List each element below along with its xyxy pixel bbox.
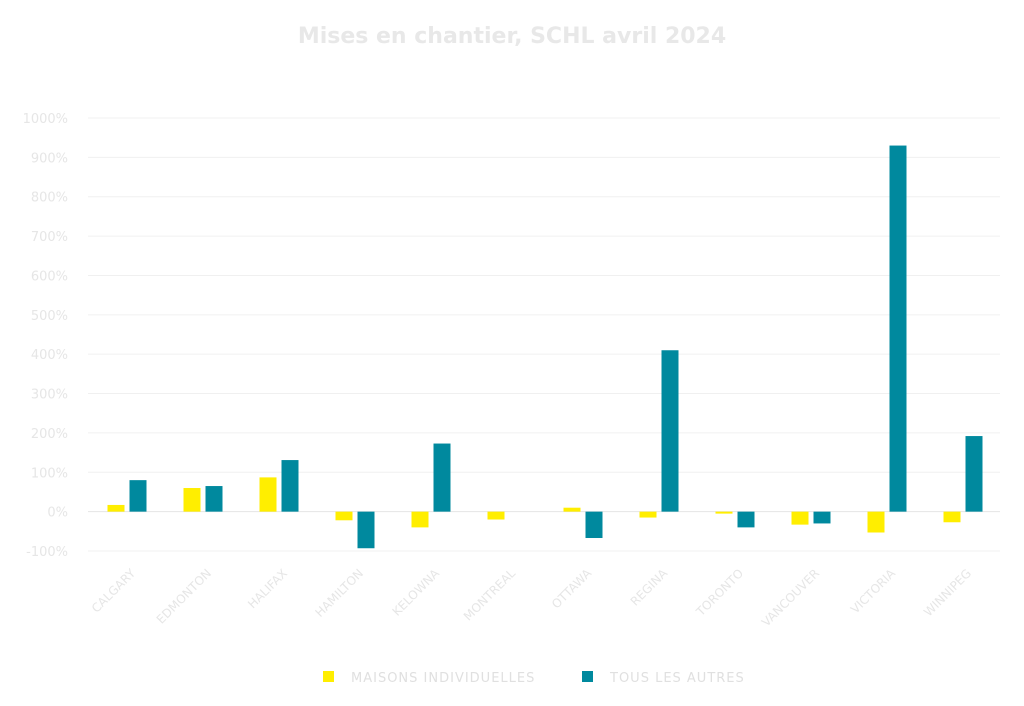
- bar-autres-ottawa: [585, 511, 603, 539]
- x-tick-label: WINNIPEG: [921, 566, 974, 619]
- bar-autres-toronto: [737, 511, 755, 528]
- bar-autres-regina: [661, 350, 679, 512]
- x-tick-label: KELOWNA: [390, 566, 443, 619]
- y-tick-label: 0%: [47, 506, 68, 521]
- bars: [107, 145, 983, 549]
- y-tick-label: 300%: [31, 388, 68, 403]
- chart-title: Mises en chantier, SCHL avril 2024: [297, 24, 727, 49]
- bar-maisons-victoria: [867, 511, 885, 533]
- bar-autres-hamilton: [357, 511, 375, 549]
- y-tick-label: -100%: [26, 545, 68, 560]
- legend-swatch: [323, 671, 334, 682]
- bar-maisons-regina: [639, 511, 657, 518]
- bar-maisons-vancouver: [791, 511, 809, 525]
- bar-maisons-hamilton: [335, 511, 353, 521]
- y-tick-label: 200%: [31, 427, 68, 442]
- x-tick-label: EDMONTON: [154, 566, 214, 626]
- bar-autres-edmonton: [205, 486, 223, 512]
- bar-maisons-edmonton: [183, 488, 201, 512]
- x-tick-label: VANCOUVER: [759, 566, 822, 629]
- bar-autres-calgary: [129, 480, 147, 512]
- bar-maisons-winnipeg: [943, 511, 961, 523]
- bar-maisons-toronto: [715, 511, 733, 514]
- x-tick-label: HAMILTON: [312, 566, 366, 620]
- bar-autres-halifax: [281, 460, 299, 512]
- bar-autres-victoria: [889, 145, 907, 512]
- bar-maisons-calgary: [107, 504, 125, 512]
- bar-maisons-ottawa: [563, 507, 581, 512]
- bar-autres-winnipeg: [965, 436, 983, 512]
- x-axis-labels: CALGARY EDMONTON HALIFAX HAMILTON KELOWNA MON…: [89, 566, 974, 630]
- bar-maisons-kelowna: [411, 511, 429, 528]
- legend-label: MAISONS INDIVIDUELLES: [351, 671, 535, 686]
- legend-swatch: [582, 671, 593, 682]
- bar-maisons-montreal: [487, 511, 505, 520]
- x-tick-label: HALIFAX: [245, 566, 290, 611]
- y-tick-label: 400%: [31, 348, 68, 363]
- legend: MAISONS INDIVIDUELLES TOUS LES AUTRES: [323, 671, 745, 686]
- gridlines: [88, 117, 1000, 552]
- y-tick-label: 500%: [31, 309, 68, 324]
- bar-autres-kelowna: [433, 443, 451, 512]
- y-axis-ticks: 1000% 900% 800% 700% 600% 500% 400% 300% 200% 100…: [23, 112, 68, 560]
- y-tick-label: 800%: [31, 191, 68, 206]
- x-tick-label: MONTREAL: [461, 566, 518, 623]
- y-tick-label: 700%: [31, 230, 68, 245]
- y-tick-label: 900%: [31, 151, 68, 166]
- x-tick-label: OTTAWA: [549, 566, 595, 612]
- x-tick-label: CALGARY: [89, 566, 139, 616]
- x-tick-label: VICTORIA: [848, 566, 899, 617]
- legend-label: TOUS LES AUTRES: [609, 671, 745, 686]
- bar-autres-vancouver: [813, 511, 831, 524]
- bar-maisons-halifax: [259, 477, 277, 512]
- y-tick-label: 100%: [31, 466, 68, 481]
- y-tick-label: 600%: [31, 269, 68, 284]
- x-tick-label: TORONTO: [693, 566, 746, 619]
- x-tick-label: REGINA: [628, 566, 671, 609]
- y-tick-label: 1000%: [23, 112, 68, 127]
